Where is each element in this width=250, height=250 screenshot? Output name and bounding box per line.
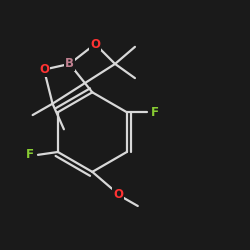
Text: F: F (151, 106, 159, 119)
Text: O: O (90, 38, 100, 51)
Text: O: O (39, 63, 49, 76)
Text: F: F (26, 148, 34, 161)
Text: O: O (113, 188, 123, 201)
Text: B: B (65, 58, 74, 70)
